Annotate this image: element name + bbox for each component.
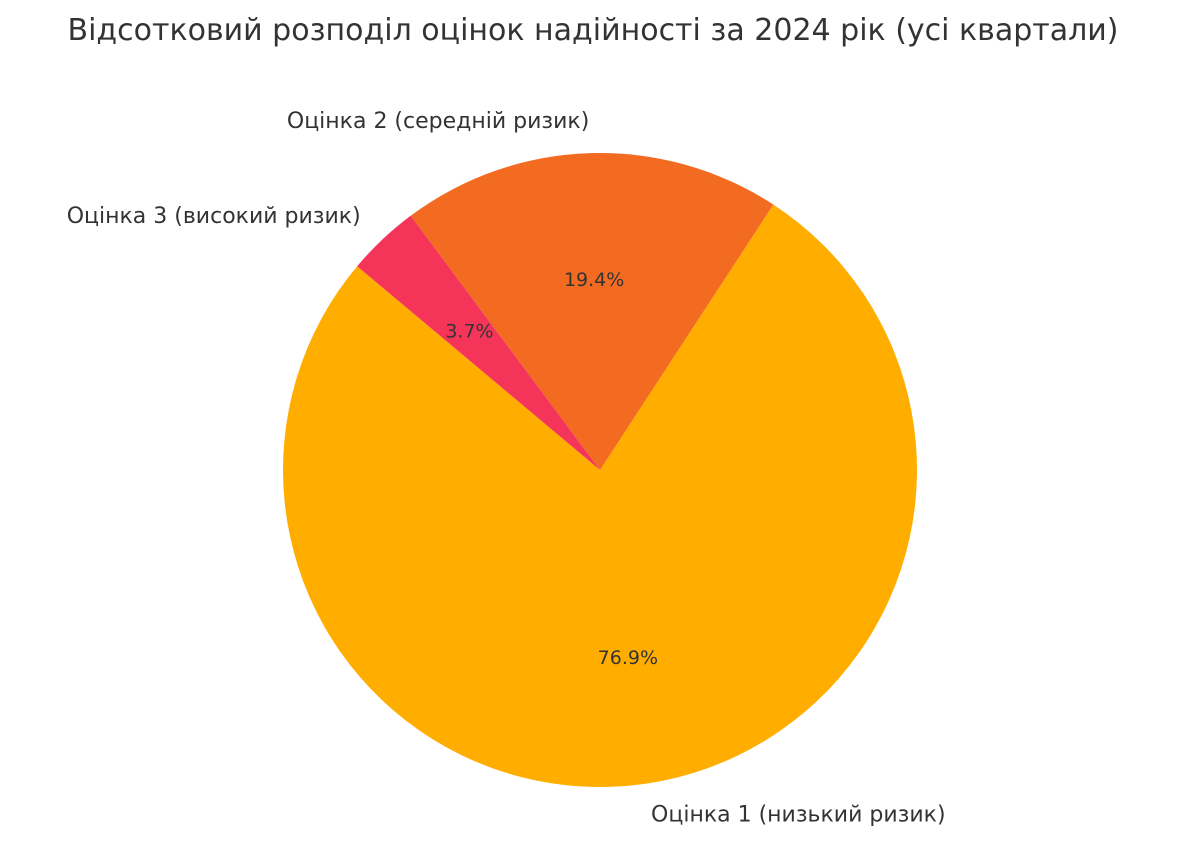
slice-label-3: Оцінка 3 (високий ризик) (67, 204, 361, 229)
slice-percent-3: 3.7% (445, 321, 493, 343)
pie-slice-3 (357, 215, 600, 470)
slice-label-2: Оцінка 2 (середній ризик) (287, 109, 589, 134)
slice-percent-2: 19.4% (564, 269, 624, 291)
pie-slice-2 (410, 153, 774, 470)
slice-percent-1: 76.9% (598, 647, 658, 669)
chart-title: Відсотковий розподіл оцінок надійності з… (68, 13, 1119, 48)
pie-labels: Оцінка 1 (низький ризик) 76.9% Оцінка 2 (с… (67, 109, 946, 827)
pie-slices (282, 153, 917, 787)
slice-label-1: Оцінка 1 (низький ризик) (651, 802, 945, 827)
pie-slice-1 (282, 204, 917, 787)
